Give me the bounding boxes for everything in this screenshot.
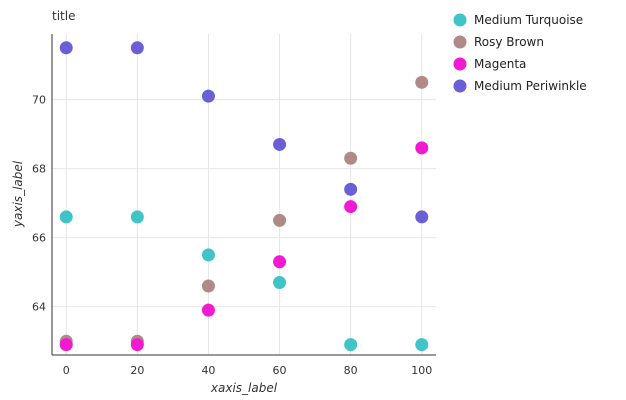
y-axis-label: yaxis_label (11, 160, 25, 228)
data-point-medium-turquoise (201, 248, 215, 262)
legend-swatch (453, 13, 467, 27)
data-point-magenta (344, 200, 358, 214)
legend-swatch (453, 79, 467, 93)
data-point-magenta (415, 141, 429, 155)
data-point-magenta (201, 303, 215, 317)
legend-label: Medium Turquoise (474, 13, 583, 27)
x-tick-labels: 0 20 40 60 80 100 (63, 364, 433, 377)
data-point-medium-turquoise (130, 210, 144, 224)
data-point-medium-periwinkle (344, 182, 358, 196)
y-tick-label: 68 (32, 163, 46, 176)
data-point-rosy-brown (344, 151, 358, 165)
data-point-rosy-brown (273, 213, 287, 227)
data-point-medium-periwinkle (59, 41, 73, 55)
data-point-medium-turquoise (59, 210, 73, 224)
x-axis-label: xaxis_label (210, 381, 278, 395)
data-point-medium-periwinkle (415, 210, 429, 224)
data-point-medium-turquoise (415, 338, 429, 352)
y-tick-labels: 64 66 68 70 (32, 94, 46, 314)
chart-title: title (52, 9, 75, 23)
data-point-medium-periwinkle (130, 41, 144, 55)
data-points (59, 41, 429, 352)
x-tick-label: 100 (411, 364, 432, 377)
legend-swatch (453, 35, 467, 49)
grid (52, 34, 436, 355)
data-point-medium-turquoise (273, 276, 287, 290)
x-tick-label: 60 (273, 364, 287, 377)
x-tick-label: 40 (201, 364, 215, 377)
legend-label: Magenta (474, 57, 526, 71)
y-tick-label: 66 (32, 232, 46, 245)
x-tick-label: 80 (344, 364, 358, 377)
legend: Medium Turquoise Rosy Brown Magenta Medium … (453, 13, 587, 93)
y-tick-label: 70 (32, 94, 46, 107)
x-tick-label: 0 (63, 364, 70, 377)
y-tick-label: 64 (32, 301, 46, 314)
legend-label: Rosy Brown (474, 35, 544, 49)
data-point-rosy-brown (201, 279, 215, 293)
data-point-magenta (130, 338, 144, 352)
data-point-magenta (273, 255, 287, 269)
data-point-magenta (59, 338, 73, 352)
data-point-rosy-brown (415, 75, 429, 89)
data-point-medium-periwinkle (273, 137, 287, 151)
data-point-medium-periwinkle (201, 89, 215, 103)
legend-swatch (453, 57, 467, 71)
data-point-medium-turquoise (344, 338, 358, 352)
x-tick-label: 20 (130, 364, 144, 377)
legend-label: Medium Periwinkle (474, 79, 587, 93)
